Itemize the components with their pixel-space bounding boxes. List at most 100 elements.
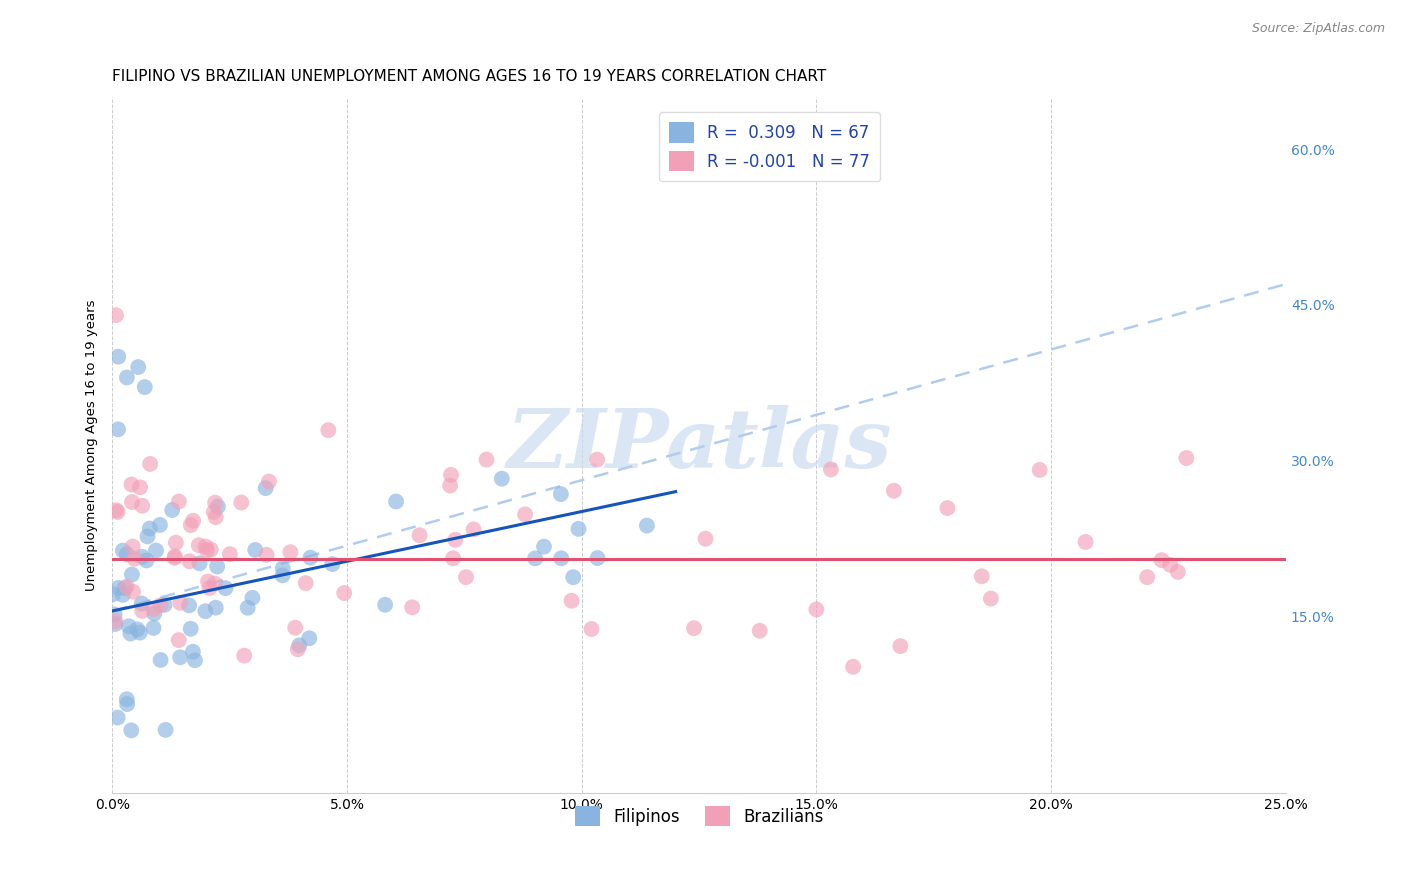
Point [463, 523, 485, 537]
Point [842, 660, 865, 674]
Point [202, 505, 225, 519]
Point [120, 626, 142, 640]
Point [567, 522, 589, 536]
Point [180, 518, 202, 533]
Point [103, 607, 125, 622]
Point [440, 467, 463, 482]
Point [561, 594, 583, 608]
Point [439, 478, 461, 492]
Point [278, 545, 301, 559]
Point [167, 494, 190, 508]
Point [121, 540, 143, 554]
Point [581, 622, 603, 636]
Point [1150, 553, 1173, 567]
Point [586, 551, 609, 566]
Point [271, 568, 294, 582]
Point [299, 550, 322, 565]
Point [550, 487, 572, 501]
Point [401, 600, 423, 615]
Point [136, 529, 159, 543]
Point [236, 600, 259, 615]
Point [491, 472, 513, 486]
Point [586, 452, 609, 467]
Point [454, 570, 477, 584]
Point [889, 639, 911, 653]
Point [284, 621, 307, 635]
Point [219, 547, 242, 561]
Point [287, 642, 309, 657]
Point [257, 475, 280, 489]
Point [188, 557, 211, 571]
Point [533, 540, 555, 554]
Point [139, 521, 162, 535]
Point [271, 561, 294, 575]
Point [131, 499, 153, 513]
Point [200, 542, 222, 557]
Point [107, 581, 129, 595]
Point [101, 587, 124, 601]
Point [153, 598, 176, 612]
Point [115, 370, 138, 384]
Point [124, 551, 146, 566]
Point [550, 551, 572, 566]
Point [111, 543, 134, 558]
Point [441, 551, 464, 566]
Point [143, 607, 166, 621]
Point [245, 543, 267, 558]
Point [121, 477, 143, 491]
Point [131, 549, 153, 564]
Point [194, 604, 217, 618]
Point [121, 567, 143, 582]
Point [131, 597, 153, 611]
Point [318, 423, 340, 437]
Point [980, 591, 1002, 606]
Point [180, 622, 202, 636]
Point [115, 580, 138, 594]
Point [114, 581, 136, 595]
Point [107, 505, 129, 519]
Point [139, 457, 162, 471]
Point [321, 557, 343, 571]
Point [513, 508, 536, 522]
Point [118, 619, 141, 633]
Point [683, 621, 706, 635]
Point [204, 600, 226, 615]
Point [179, 554, 201, 568]
Text: ZIPatlas: ZIPatlas [506, 405, 891, 485]
Point [149, 518, 172, 533]
Point [187, 538, 209, 552]
Point [256, 548, 278, 562]
Point [294, 576, 316, 591]
Point [197, 574, 219, 589]
Point [194, 540, 217, 554]
Point [169, 596, 191, 610]
Point [184, 653, 207, 667]
Point [111, 588, 134, 602]
Point [131, 604, 153, 618]
Point [1074, 535, 1097, 549]
Point [562, 570, 585, 584]
Point [374, 598, 396, 612]
Point [135, 553, 157, 567]
Point [205, 559, 228, 574]
Point [233, 648, 256, 663]
Point [163, 549, 186, 564]
Point [408, 528, 430, 542]
Point [165, 535, 187, 549]
Point [231, 495, 253, 509]
Point [142, 621, 165, 635]
Point [207, 500, 229, 514]
Point [820, 462, 842, 476]
Point [288, 638, 311, 652]
Point [127, 360, 149, 375]
Legend: Filipinos, Brazilians: Filipinos, Brazilians [568, 799, 830, 833]
Point [214, 581, 236, 595]
Point [1028, 463, 1050, 477]
Point [1167, 565, 1189, 579]
Point [204, 510, 226, 524]
Point [1159, 558, 1181, 572]
Point [149, 653, 172, 667]
Point [107, 422, 129, 436]
Point [385, 494, 408, 508]
Text: Source: ZipAtlas.com: Source: ZipAtlas.com [1251, 22, 1385, 36]
